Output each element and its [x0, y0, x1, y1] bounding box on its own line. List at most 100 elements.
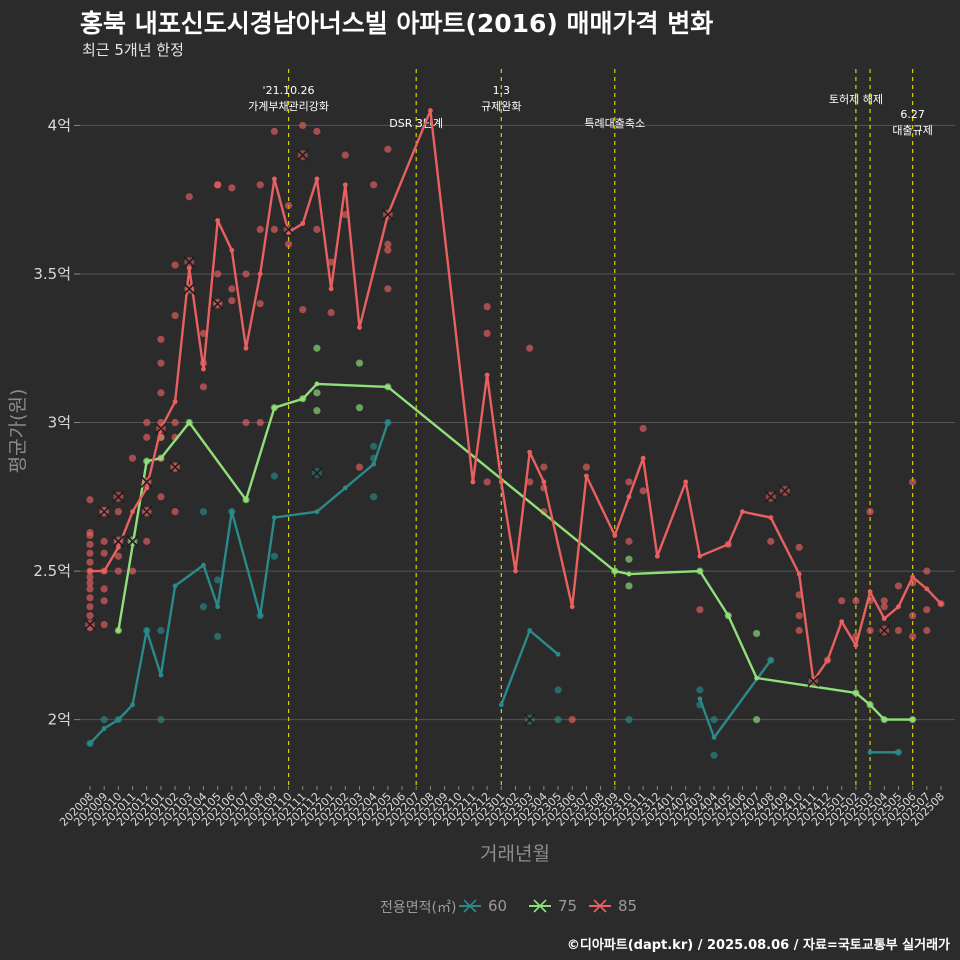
line-vertex-60: [342, 485, 348, 491]
point-85: [100, 537, 108, 545]
point-85: [114, 567, 122, 575]
line-vertex-60: [201, 562, 206, 568]
point-85: [838, 597, 846, 605]
cancelled-marker-85: [83, 618, 97, 631]
point-85: [866, 508, 874, 516]
line-vertex-85: [201, 366, 206, 372]
point-85: [568, 716, 576, 724]
point-85: [86, 603, 94, 611]
point-85: [114, 508, 122, 516]
cancelled-marker-85: [183, 282, 196, 295]
point-85: [483, 329, 491, 337]
cancelled-cross: [140, 475, 153, 489]
point-85: [625, 478, 633, 486]
point-85: [228, 184, 236, 192]
policy-annotation: 1.3: [493, 84, 511, 97]
line-vertex-85: [484, 372, 490, 378]
point-60: [370, 493, 378, 501]
line-vertex-85: [87, 568, 93, 574]
point-85: [526, 478, 534, 486]
point-85: [256, 225, 264, 234]
chart-subtitle: 최근 5개년 한정: [82, 41, 184, 59]
point-60: [157, 626, 165, 635]
cancelled-cross: [764, 490, 777, 503]
cancelled-marker-85: [764, 490, 777, 503]
point-75: [625, 582, 633, 590]
point-60: [270, 472, 278, 480]
point-60: [625, 716, 633, 724]
line-60: [500, 629, 559, 706]
line-vertex-60: [711, 735, 717, 740]
line-vertex-85: [924, 586, 930, 592]
point-85: [299, 121, 307, 130]
point-75: [355, 404, 364, 412]
line-vertex-85: [130, 509, 135, 515]
point-85: [923, 606, 931, 614]
cancelled-cross: [126, 535, 139, 548]
series-lines: [87, 108, 944, 755]
policy-annotation: '21.10.26: [263, 84, 315, 97]
cancelled-marker-85: [878, 624, 891, 637]
cancelled-cross: [381, 208, 394, 221]
point-85: [909, 612, 917, 620]
line-vertex-75: [881, 717, 887, 723]
point-60: [157, 716, 165, 724]
point-85: [228, 285, 236, 293]
line-vertex-75: [186, 420, 192, 425]
point-85: [100, 549, 108, 557]
point-85: [696, 606, 704, 614]
point-60: [710, 751, 718, 759]
cancelled-marker-85: [169, 461, 182, 474]
cancelled-cross: [83, 618, 97, 631]
line-vertex-60: [896, 749, 901, 755]
line-vertex-85: [683, 479, 689, 485]
cancelled-marker-85: [381, 208, 394, 221]
line-vertex-75: [626, 571, 632, 577]
point-85: [795, 543, 803, 551]
point-85: [526, 344, 534, 352]
cancelled-marker-60: [310, 466, 323, 480]
line-vertex-75: [867, 702, 873, 708]
cancelled-marker-85: [778, 484, 792, 497]
policy-annotation: 토허제 해제: [829, 92, 883, 106]
point-85: [866, 626, 874, 635]
point-85: [483, 478, 491, 486]
cancelled-marker-85: [154, 422, 167, 435]
point-85: [384, 246, 392, 254]
line-vertex-75: [144, 458, 150, 464]
point-60: [214, 632, 222, 641]
line-vertex-75: [910, 717, 916, 723]
point-75: [313, 407, 321, 415]
line-vertex-75: [158, 455, 164, 461]
point-85: [923, 567, 931, 575]
point-75: [355, 359, 364, 367]
line-60: [89, 422, 390, 745]
point-75: [313, 389, 321, 397]
line-vertex-85: [938, 601, 944, 607]
point-75: [625, 555, 633, 563]
point-85: [114, 552, 122, 560]
point-85: [157, 493, 165, 501]
cancelled-cross: [154, 422, 167, 435]
y-axis-label: 평균가(원): [7, 389, 29, 474]
point-85: [100, 597, 108, 605]
point-85: [199, 383, 208, 391]
cancelled-marker-85: [140, 505, 153, 518]
y-tick-label: 2.5억: [33, 562, 71, 580]
point-85: [86, 594, 94, 602]
point-60: [370, 442, 378, 450]
point-85: [157, 389, 165, 397]
point-75: [753, 629, 761, 638]
cancelled-cross: [169, 461, 182, 474]
point-85: [256, 181, 264, 189]
line-vertex-85: [839, 619, 845, 624]
line-vertex-60: [385, 420, 391, 425]
cancelled-cross: [98, 505, 111, 518]
point-85: [540, 463, 548, 471]
line-vertex-85: [328, 286, 334, 292]
line-85: [90, 109, 942, 683]
line-vertex-60: [257, 613, 263, 619]
point-60: [199, 603, 208, 611]
point-85: [86, 585, 94, 593]
point-85: [923, 626, 931, 635]
